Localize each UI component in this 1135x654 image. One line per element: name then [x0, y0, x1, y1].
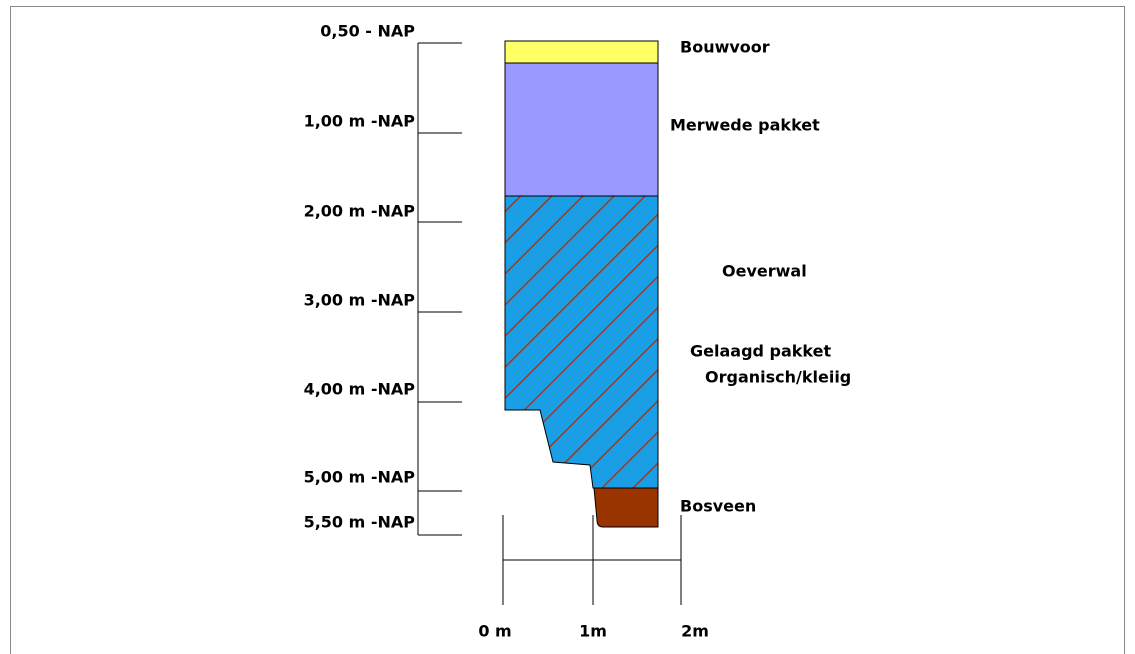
frame: [10, 6, 1125, 654]
layer-label: Oeverwal: [722, 262, 807, 281]
depth-label: 4,00 m -NAP: [304, 380, 416, 399]
depth-ticks: [418, 42, 462, 536]
scale-label: 1m: [579, 622, 607, 641]
depth-label: 5,00 m -NAP: [304, 468, 416, 487]
layer-oeverwal: [504, 195, 659, 489]
layer-label: Bosveen: [680, 497, 756, 516]
layer-label: Organisch/kleiig: [705, 368, 851, 387]
layer-merwede: [504, 62, 659, 197]
layer-bouwvoor: [504, 40, 659, 64]
depth-label: 0,50 - NAP: [320, 22, 415, 41]
depth-label: 3,00 m -NAP: [304, 291, 416, 310]
scale-label: 0 m: [478, 622, 511, 641]
scale-label: 2m: [681, 622, 709, 641]
depth-label: 1,00 m -NAP: [304, 112, 416, 131]
layer-label: Merwede pakket: [670, 116, 820, 135]
depth-label: 2,00 m -NAP: [304, 202, 416, 221]
layer-bosveen: [593, 487, 659, 528]
depth-label: 5,50 m -NAP: [304, 513, 416, 532]
scale-bar: [502, 515, 682, 605]
layer-label: Bouwvoor: [680, 38, 770, 57]
layer-label: Gelaagd pakket: [690, 342, 831, 361]
